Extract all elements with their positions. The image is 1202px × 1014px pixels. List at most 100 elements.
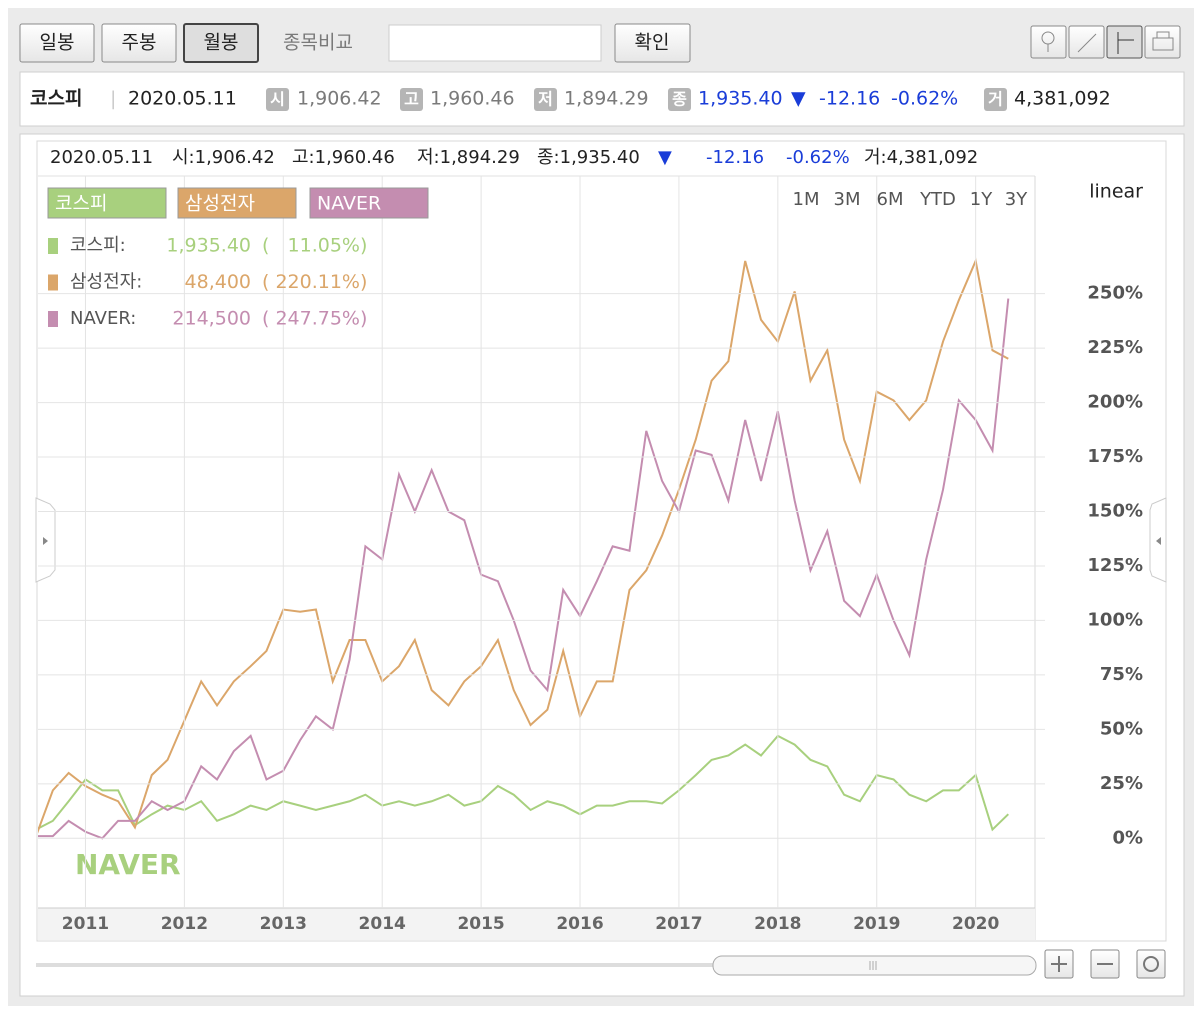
y-tick-label: 225% xyxy=(1087,337,1143,358)
weekly-button[interactable] xyxy=(101,23,177,63)
compare-input[interactable] xyxy=(388,24,602,62)
button-label: 일봉 xyxy=(40,32,75,54)
header-arrow: ▼ xyxy=(658,147,672,168)
y-tick-label: 250% xyxy=(1087,283,1143,304)
x-axis-strip xyxy=(38,908,1035,940)
badge-label: 시 xyxy=(270,90,285,109)
tool-button[interactable] xyxy=(1068,25,1105,59)
header-close: 종:1,935.40 xyxy=(537,147,640,168)
scroll-grip xyxy=(869,961,877,970)
separator: | xyxy=(110,88,116,110)
x-tick-label: 2012 xyxy=(161,914,208,934)
scroll-thumb[interactable] xyxy=(712,955,1037,976)
daily-button[interactable] xyxy=(19,23,95,63)
button-label: 확인 xyxy=(635,32,670,54)
reset-icon xyxy=(1143,956,1159,972)
period-button[interactable]: 3M xyxy=(834,189,861,210)
header-volume: 거:4,381,092 xyxy=(864,147,978,168)
period-button[interactable]: 3Y xyxy=(1005,189,1028,210)
legend-swatch xyxy=(48,311,58,327)
badge xyxy=(400,88,423,111)
header-high: 고:1,960.46 xyxy=(292,147,395,168)
badge-label: 저 xyxy=(538,90,553,109)
tab-arrow xyxy=(43,537,48,545)
badge xyxy=(984,88,1007,111)
header-change: -12.16 xyxy=(706,147,764,168)
legend-button[interactable] xyxy=(47,187,167,219)
x-tick-label: 2015 xyxy=(457,914,504,934)
legend-row-pct: ( 11.05%) xyxy=(262,235,367,257)
series-line xyxy=(38,734,1009,832)
change-percent: -0.62% xyxy=(891,88,958,110)
y-tick-label: 200% xyxy=(1087,392,1143,413)
open-value: 1,906.42 xyxy=(297,88,382,110)
tool-icons xyxy=(1030,25,1181,59)
x-tick-label: 2019 xyxy=(853,914,900,934)
compare-label: 종목비교 xyxy=(283,32,353,54)
confirm-button[interactable] xyxy=(614,23,691,63)
header-low: 저:1,894.29 xyxy=(417,147,520,168)
date: 2020.05.11 xyxy=(128,88,237,110)
series-line xyxy=(38,257,1009,834)
volume-value: 4,381,092 xyxy=(1014,88,1111,110)
icon xyxy=(1156,31,1170,39)
badge-label: 고 xyxy=(404,90,419,109)
change-arrow: ▼ xyxy=(791,88,806,110)
x-tick-label: 2017 xyxy=(655,914,702,934)
badge-label: 종 xyxy=(672,90,687,109)
legend-row-pct: ( 247.75%) xyxy=(262,308,367,330)
legend-row-price: 1,935.40 xyxy=(166,235,251,257)
header-open: 시:1,906.42 xyxy=(172,147,275,168)
badge-label: 거 xyxy=(988,90,1003,109)
legend-label: 코스피 xyxy=(55,193,107,215)
tab-arrow xyxy=(1156,537,1161,545)
y-tick-label: 25% xyxy=(1100,773,1143,794)
plot-area xyxy=(38,257,1010,840)
tool-button[interactable] xyxy=(1106,25,1143,59)
y-tick-label: 75% xyxy=(1100,664,1143,685)
legend-row-price: 48,400 xyxy=(185,271,251,293)
x-tick-label: 2020 xyxy=(952,914,999,934)
chart-panel xyxy=(19,133,1185,997)
legend-row-label: 삼성전자: xyxy=(70,272,142,293)
legend-row-price: 214,500 xyxy=(172,308,251,330)
button-label: 월봉 xyxy=(204,32,239,54)
legend-button[interactable] xyxy=(177,187,297,219)
x-tick-label: 2014 xyxy=(359,914,406,934)
period-button[interactable]: YTD xyxy=(919,189,956,210)
y-tick-label: 125% xyxy=(1087,555,1143,576)
monthly-button[interactable] xyxy=(183,23,259,63)
period-button[interactable]: 1Y xyxy=(970,189,993,210)
y-tick-label: 100% xyxy=(1087,609,1143,630)
icon xyxy=(1077,33,1097,53)
scale-label: linear xyxy=(1089,181,1143,203)
legend-swatch xyxy=(48,274,58,291)
scroll-track xyxy=(36,963,1036,967)
y-tick-label: 150% xyxy=(1087,501,1143,522)
index-name: 코스피 xyxy=(30,88,82,110)
legend-row-label: NAVER: xyxy=(70,308,136,329)
close-value: 1,935.40 xyxy=(698,88,783,110)
header-date: 2020.05.11 xyxy=(50,147,153,168)
plus-icon xyxy=(1051,956,1067,972)
legend-row-pct: ( 220.11%) xyxy=(262,271,367,293)
legend-label: NAVER xyxy=(317,193,381,215)
series-line xyxy=(38,298,1010,840)
legend-row-label: 코스피: xyxy=(70,235,126,256)
button-label: 주봉 xyxy=(122,32,157,54)
legend-button[interactable] xyxy=(309,187,429,219)
y-tick-label: 0% xyxy=(1112,827,1143,848)
reset-button[interactable] xyxy=(1136,949,1166,979)
change-value: -12.16 xyxy=(819,88,880,110)
low-value: 1,894.29 xyxy=(564,88,649,110)
tool-button[interactable] xyxy=(1144,25,1181,59)
header-change-pct: -0.62% xyxy=(786,147,850,168)
tool-button[interactable] xyxy=(1030,25,1067,59)
badge xyxy=(266,88,289,111)
legend-swatch xyxy=(48,238,58,254)
y-tick-label: 50% xyxy=(1100,718,1143,739)
period-button[interactable]: 1M xyxy=(793,189,820,210)
period-button[interactable]: 6M xyxy=(877,189,904,210)
high-value: 1,960.46 xyxy=(430,88,515,110)
